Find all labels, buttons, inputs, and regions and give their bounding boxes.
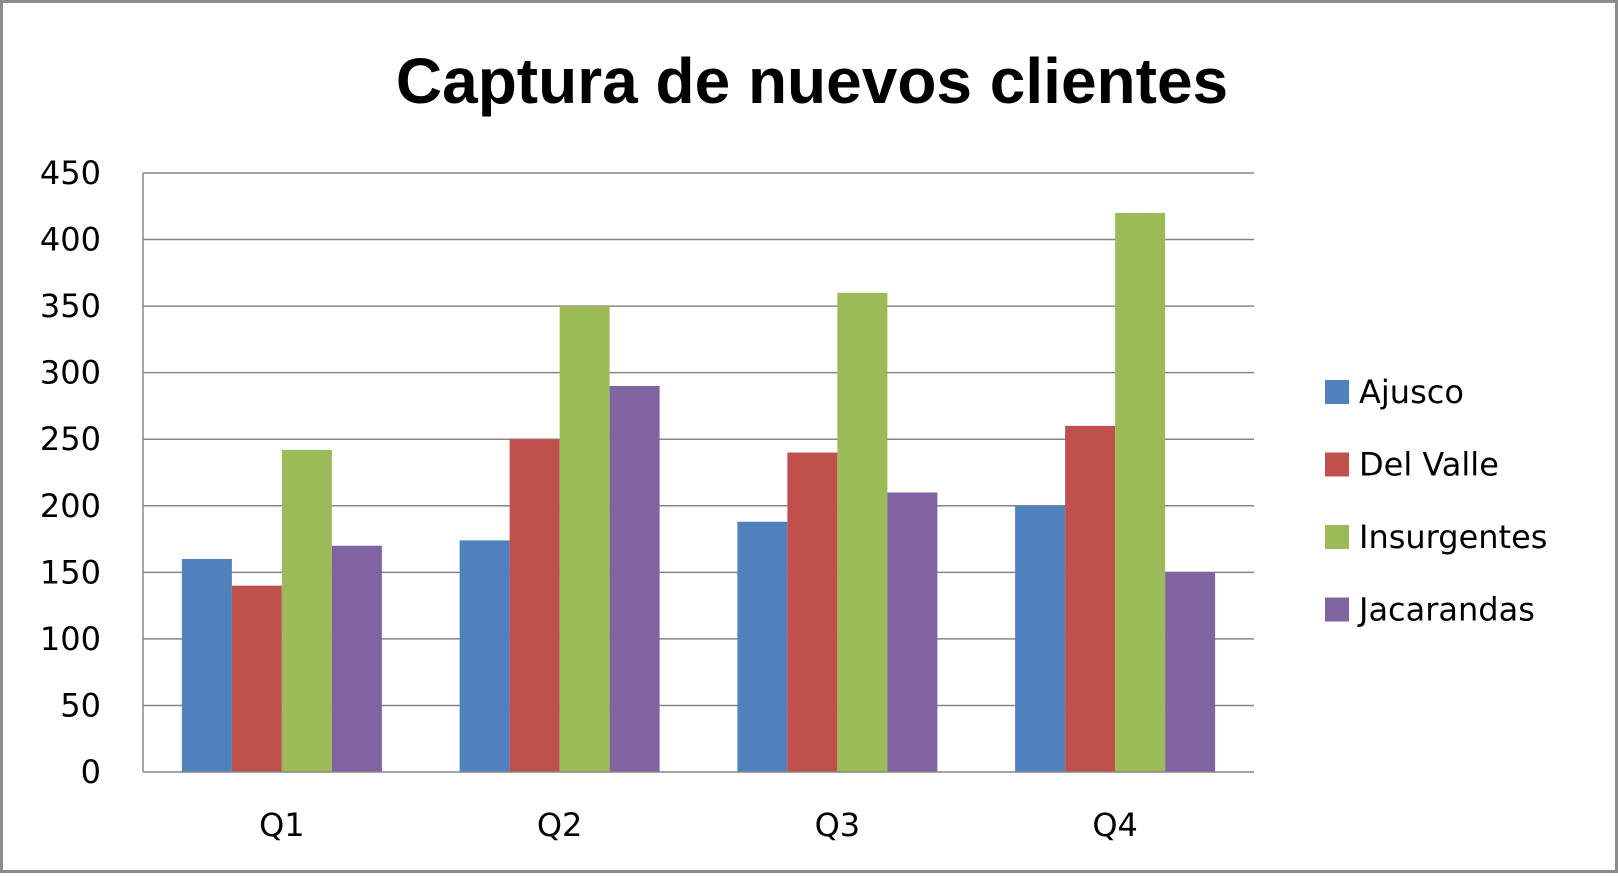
bar-jacarandas-q4 bbox=[1165, 572, 1216, 772]
bar-insurgentes-q3 bbox=[837, 292, 888, 772]
bars bbox=[181, 212, 1216, 772]
y-tick-label: 50 bbox=[60, 686, 101, 724]
y-tick-label: 400 bbox=[40, 221, 101, 259]
legend: Ajusco Del Valle Insurgentes Jacarandas bbox=[1325, 373, 1547, 629]
bar-jacarandas-q3 bbox=[887, 492, 938, 772]
bar-ajusco-q4 bbox=[1015, 505, 1066, 772]
legend-swatch bbox=[1325, 380, 1349, 404]
y-tick-label: 450 bbox=[40, 154, 101, 192]
y-tick-label: 200 bbox=[40, 487, 101, 525]
bar-insurgentes-q2 bbox=[559, 306, 610, 772]
x-tick-label: Q4 bbox=[1092, 806, 1138, 844]
bar-jacarandas-q1 bbox=[331, 545, 382, 772]
bar-del-valle-q1 bbox=[231, 585, 282, 772]
y-axis-ticks: 0 50 100 150 200 250 300 350 400 450 bbox=[40, 154, 101, 791]
x-tick-label: Q1 bbox=[259, 806, 305, 844]
legend-item-label: Insurgentes bbox=[1359, 518, 1547, 556]
bar-ajusco-q3 bbox=[737, 521, 788, 772]
y-tick-label: 100 bbox=[40, 620, 101, 658]
legend-swatch bbox=[1325, 597, 1349, 622]
legend-swatch bbox=[1325, 525, 1349, 549]
bar-ajusco-q2 bbox=[459, 540, 510, 772]
bar-del-valle-q2 bbox=[509, 439, 560, 772]
y-tick-label: 150 bbox=[40, 553, 101, 591]
legend-item-label: Ajusco bbox=[1359, 373, 1464, 411]
legend-item-label: Del Valle bbox=[1359, 446, 1499, 484]
x-tick-label: Q3 bbox=[815, 806, 861, 844]
bar-ajusco-q1 bbox=[181, 559, 232, 772]
chart-title: Captura de nuevos clientes bbox=[396, 45, 1228, 117]
legend-item-label: Jacarandas bbox=[1357, 591, 1535, 629]
bar-insurgentes-q4 bbox=[1115, 212, 1166, 772]
y-tick-label: 250 bbox=[40, 420, 101, 458]
bar-del-valle-q4 bbox=[1065, 425, 1116, 772]
legend-swatch bbox=[1325, 452, 1349, 477]
bar-insurgentes-q1 bbox=[281, 449, 332, 772]
axes bbox=[142, 173, 1254, 773]
y-tick-label: 0 bbox=[81, 753, 101, 791]
bar-jacarandas-q2 bbox=[609, 385, 660, 772]
bar-del-valle-q3 bbox=[787, 452, 838, 772]
x-axis-ticks: Q1 Q2 Q3 Q4 bbox=[259, 806, 1138, 844]
y-tick-label: 300 bbox=[40, 354, 101, 392]
x-tick-label: Q2 bbox=[537, 806, 583, 844]
bar-chart: Captura de nuevos clientes 0 50 100 150 200 2… bbox=[40, 45, 1548, 844]
y-tick-label: 350 bbox=[40, 287, 101, 325]
